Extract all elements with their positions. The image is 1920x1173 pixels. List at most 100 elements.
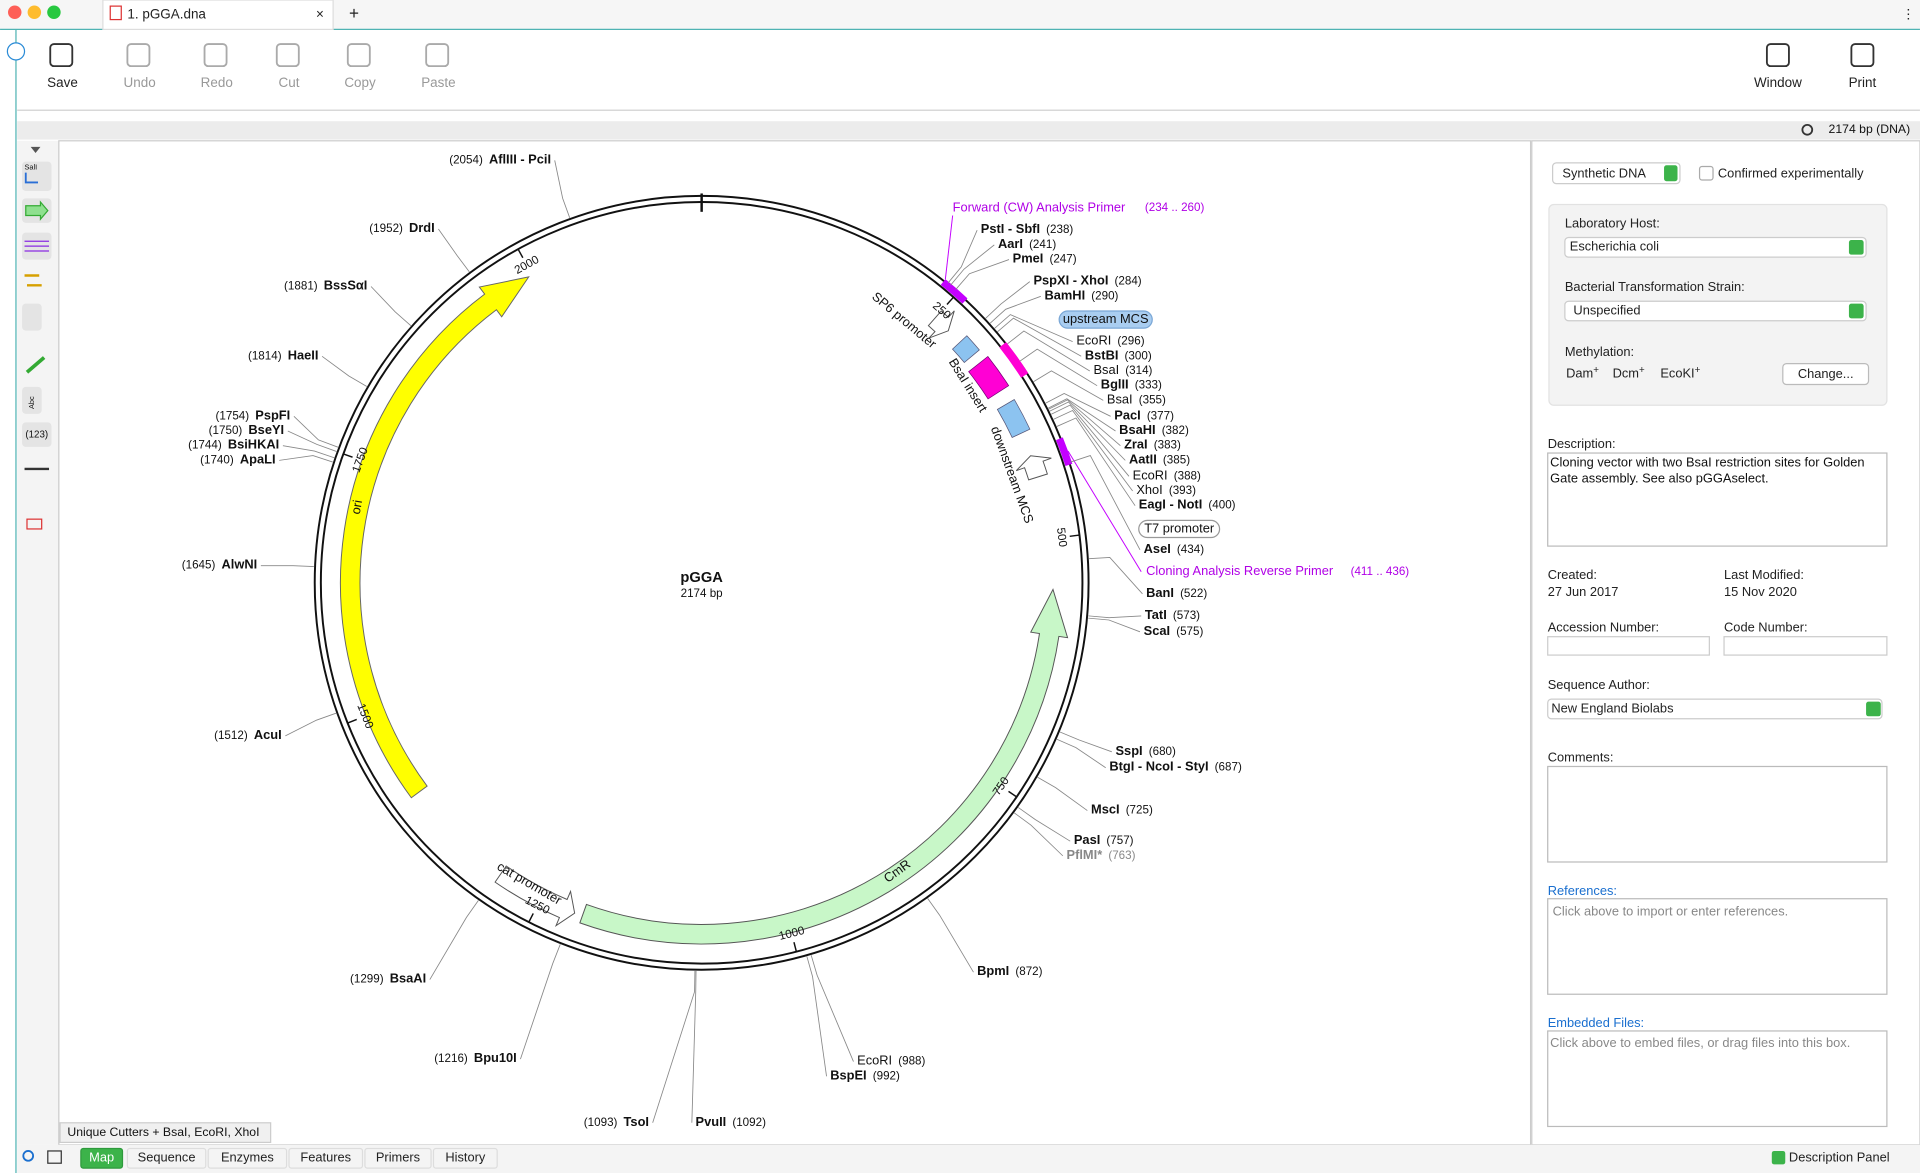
primer-name[interactable]: Cloning Analysis Reverse Primer [1146, 563, 1334, 578]
feature-label[interactable]: ori [348, 499, 365, 516]
description-box[interactable] [1547, 452, 1888, 547]
feature-t7[interactable] [1015, 455, 1052, 481]
site-label[interactable]: (1512) AcuI [214, 727, 282, 742]
site-label[interactable]: PvuII (1092) [696, 1114, 767, 1129]
site-label[interactable]: PacI (377) [1114, 408, 1174, 423]
map-view[interactable] [58, 140, 1532, 1146]
author-select[interactable] [1547, 698, 1883, 720]
site-label[interactable]: AarI (241) [998, 236, 1056, 251]
site-label[interactable]: BsaI (355) [1107, 392, 1166, 407]
site-label[interactable]: EcoRI (988) [857, 1053, 925, 1068]
site-label[interactable]: BsaHI (382) [1119, 422, 1189, 437]
site-label[interactable]: AatII (385) [1129, 452, 1190, 467]
feature-cmr[interactable] [579, 588, 1069, 945]
enzyme-set-box[interactable] [59, 1122, 272, 1144]
feature-sp6[interactable] [927, 310, 955, 339]
change-button[interactable] [1782, 363, 1870, 386]
host-select[interactable] [1564, 236, 1867, 258]
site-label[interactable]: TatI (573) [1145, 607, 1200, 622]
feature-label-box[interactable] [1138, 519, 1221, 539]
site-label[interactable]: BtgI - NcoI - StyI (687) [1109, 759, 1242, 774]
pen-tool[interactable] [25, 356, 46, 374]
site-label[interactable]: BglII (333) [1101, 377, 1162, 392]
feature-downstream-mcs[interactable] [996, 398, 1031, 438]
close-button[interactable] [8, 5, 22, 19]
toolbar-label[interactable]: Cut [279, 75, 300, 90]
site-label[interactable]: BanI (522) [1146, 585, 1207, 600]
feature-upstream-mcs[interactable] [951, 335, 980, 364]
toolbar-label[interactable]: Save [47, 75, 78, 90]
site-label[interactable]: MscI (725) [1091, 802, 1153, 817]
site-label[interactable]: EagI - NotI (400) [1139, 497, 1236, 512]
site-label[interactable]: PspXI - XhoI (284) [1033, 273, 1141, 288]
site-label[interactable]: (1881) BssSαI [284, 278, 367, 293]
site-label[interactable]: (1216) Bpu10I [434, 1051, 517, 1066]
enzyme-tool[interactable] [22, 161, 52, 192]
description-panel-checkbox[interactable] [1771, 1150, 1786, 1165]
site-label[interactable]: (1740) ApaLI [200, 452, 275, 467]
tool-collapse[interactable] [30, 146, 41, 154]
document-tab[interactable] [102, 0, 334, 30]
site-label[interactable]: BpmI (872) [977, 964, 1042, 979]
site-label[interactable]: PstI - SbfI (238) [981, 222, 1074, 237]
site-label[interactable]: BstBI (300) [1085, 348, 1152, 363]
site-label[interactable]: (1744) BsiHKAI [188, 437, 279, 452]
site-label[interactable]: SspI (680) [1116, 743, 1177, 758]
primer-name[interactable]: Forward (CW) Analysis Primer [953, 200, 1126, 215]
site-label[interactable]: (1754) PspFI [216, 408, 291, 423]
site-label[interactable]: (1814) HaeII [248, 348, 318, 363]
orf-tool[interactable] [24, 274, 42, 287]
numbers-tool[interactable] [22, 422, 52, 447]
site-label[interactable]: EcoRI (296) [1076, 333, 1144, 348]
site-label[interactable]: EcoRI (388) [1133, 468, 1201, 483]
toolbar-label[interactable]: Undo [124, 75, 156, 90]
site-label[interactable]: (1952) DrdI [369, 220, 434, 235]
references-box[interactable] [1547, 898, 1888, 995]
site-label[interactable]: BspEI (992) [830, 1068, 900, 1083]
strain-select[interactable] [1564, 300, 1867, 322]
site-label[interactable]: AseI (434) [1144, 541, 1205, 556]
feature-cat-promoter[interactable] [494, 865, 576, 927]
zoom-button[interactable] [47, 5, 61, 19]
toolbar-label[interactable]: Window [1754, 75, 1802, 90]
site-label[interactable]: ZraI (383) [1124, 437, 1181, 452]
text-tool[interactable] [22, 386, 42, 414]
translation-tool[interactable] [22, 303, 42, 331]
references-label[interactable]: References: [1548, 883, 1617, 898]
site-label[interactable]: (1750) BseYI [209, 422, 284, 437]
files-label[interactable]: Embedded Files: [1548, 1015, 1644, 1030]
confirmed-checkbox[interactable] [1698, 165, 1714, 181]
view-tab[interactable] [126, 1147, 207, 1169]
toolbar-label[interactable]: Print [1849, 75, 1877, 90]
site-label[interactable]: (1645) AlwNI [182, 557, 257, 572]
tab-close[interactable]: × [316, 6, 324, 21]
view-tab[interactable] [432, 1147, 498, 1169]
panel-button[interactable] [47, 1150, 62, 1164]
feature-label-box[interactable] [1058, 310, 1153, 329]
site-label[interactable]: PflMI* (763) [1067, 847, 1136, 862]
more-menu[interactable]: ⋮ [1902, 6, 1915, 21]
site-label[interactable]: XhoI (393) [1136, 482, 1196, 497]
search-button[interactable] [22, 1150, 35, 1162]
molecule-type-select[interactable] [1552, 162, 1681, 185]
code-field[interactable] [1723, 636, 1888, 656]
site-label[interactable]: PasI (757) [1074, 833, 1134, 848]
history-button[interactable] [6, 42, 26, 61]
view-tab[interactable] [364, 1147, 432, 1169]
site-label[interactable]: ScaI (575) [1144, 623, 1204, 638]
files-box[interactable] [1547, 1030, 1888, 1128]
view-tab[interactable] [207, 1147, 288, 1169]
mutation-tool[interactable] [26, 518, 43, 530]
site-label[interactable]: BamHI (290) [1044, 288, 1118, 303]
site-label[interactable]: (1299) BsaAI [350, 971, 426, 986]
toolbar-label[interactable]: Paste [421, 75, 455, 90]
site-label[interactable]: BsaI (314) [1093, 362, 1152, 377]
minimize-button[interactable] [27, 5, 42, 19]
feature-bsai-insert[interactable] [968, 355, 1010, 400]
comments-box[interactable] [1547, 765, 1888, 863]
toolbar-label[interactable]: Copy [344, 75, 376, 90]
accession-field[interactable] [1547, 636, 1710, 656]
site-label[interactable]: (2054) AflIII - PciI [449, 152, 551, 167]
site-label[interactable]: (1093) TsoI [584, 1114, 649, 1129]
toolbar-label[interactable]: Redo [201, 75, 233, 90]
